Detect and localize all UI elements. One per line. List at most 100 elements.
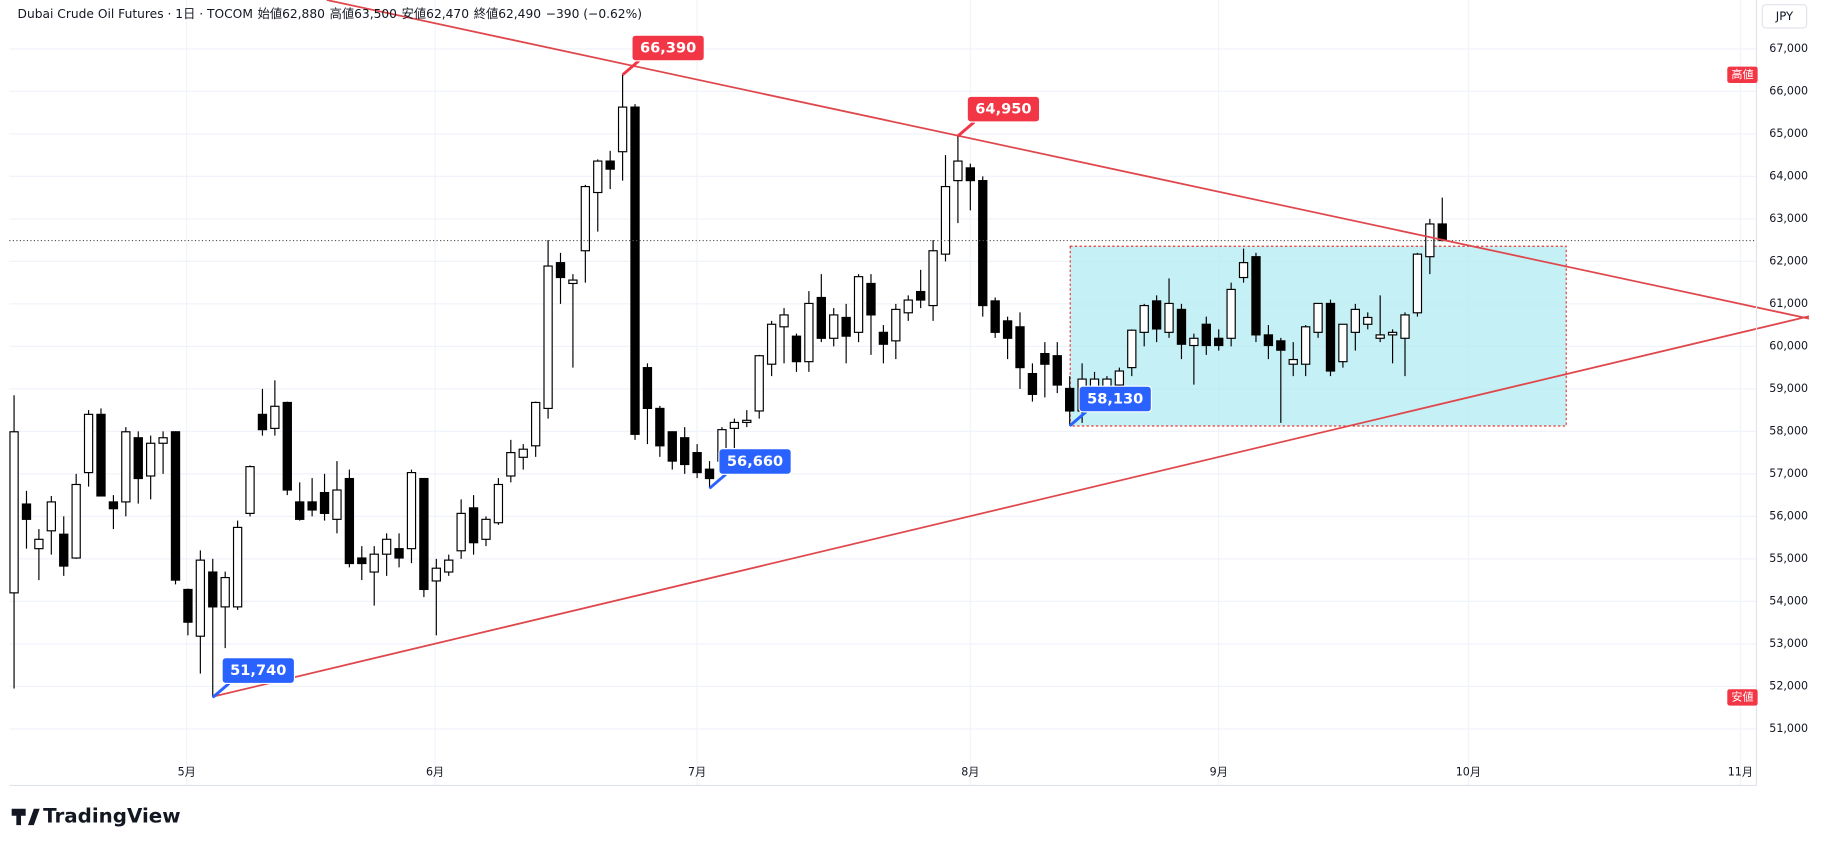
candle-up: [1400, 314, 1410, 339]
candle-down: [21, 503, 32, 520]
candle-down: [990, 300, 1000, 333]
candle-up: [829, 314, 839, 339]
candle-up: [1127, 329, 1137, 369]
candle-down: [419, 477, 429, 591]
candle-down: [1040, 353, 1050, 365]
y-tick-label: 61,000: [1769, 297, 1808, 310]
candle-down: [642, 367, 653, 409]
candle-up: [1288, 358, 1298, 365]
candle-up: [1226, 288, 1236, 339]
candle-up: [220, 576, 230, 608]
annotation-label: 56,660: [727, 453, 783, 470]
y-tick-label: 54,000: [1769, 594, 1808, 607]
candle-up: [1425, 223, 1435, 258]
candle-up: [766, 323, 777, 365]
candle-down: [394, 548, 404, 559]
y-tick-label: 55,000: [1769, 552, 1808, 565]
annotation-box: [1078, 385, 1152, 413]
candle-down: [878, 331, 889, 345]
candle-up: [1114, 370, 1125, 386]
candle-up: [1139, 304, 1149, 333]
candle-down: [357, 557, 367, 565]
candle-up: [853, 276, 864, 333]
change-stat: −390 (−0.62%): [546, 7, 642, 21]
candle-up: [232, 526, 243, 608]
candle-down: [841, 316, 851, 337]
candle-up: [1338, 323, 1348, 363]
annotations: 66,390 64,950 56,660 58,130 51,740: [211, 34, 1152, 699]
candle-up: [46, 501, 56, 532]
x-tick-label: 6月: [426, 766, 444, 779]
candle-up: [1189, 337, 1199, 347]
candle-down: [1002, 320, 1013, 339]
candle-up: [369, 553, 379, 573]
y-tick-label: 60,000: [1769, 339, 1808, 352]
candle-up: [742, 419, 752, 424]
candle-down: [59, 533, 69, 567]
candle-up: [406, 472, 417, 550]
x-tick-label: 8月: [961, 766, 979, 779]
open-stat: 始値62,880: [258, 6, 325, 21]
candle-up: [245, 466, 255, 514]
candle-down: [208, 571, 218, 608]
annotation-pointer: [708, 473, 727, 490]
high-tag-box: [1727, 66, 1758, 83]
candle-up: [195, 559, 206, 637]
candle-up: [444, 559, 454, 573]
y-tick-label: 52,000: [1769, 679, 1808, 692]
candle-up: [1412, 253, 1423, 314]
candle-up: [270, 405, 280, 429]
y-tick-label: 57,000: [1769, 467, 1808, 480]
candle-down: [791, 335, 802, 363]
candle-up: [456, 512, 466, 552]
candle-up: [580, 185, 591, 252]
candle-up: [121, 431, 131, 503]
candle-down: [605, 160, 615, 170]
candle-down: [1251, 256, 1261, 336]
annotation-box: [221, 657, 296, 684]
annotation-box: [966, 95, 1041, 123]
logo-icon: [11, 808, 40, 826]
low-tag-box: [1727, 689, 1758, 706]
candle-up: [506, 452, 516, 477]
candle-down: [295, 501, 305, 520]
candle-up: [9, 431, 19, 594]
lower-trendline: [212, 315, 1810, 698]
y-tick-label: 59,000: [1769, 382, 1808, 395]
low-tag: 安値: [1731, 689, 1753, 703]
y-tick-label: 58,000: [1769, 424, 1808, 437]
candle-down: [170, 431, 181, 581]
y-tick-label: 63,000: [1769, 212, 1808, 225]
y-tick-label: 66,000: [1769, 84, 1808, 97]
candle-up: [1313, 302, 1323, 333]
candle-down: [1015, 326, 1025, 369]
candle-up: [381, 538, 392, 555]
candle-down: [319, 491, 330, 514]
currency[interactable]: JPY: [1775, 9, 1794, 23]
y-tick-label: 51,000: [1769, 722, 1808, 735]
candle-down: [655, 407, 665, 447]
candle-down: [915, 290, 926, 301]
candle-down: [282, 401, 292, 491]
candle-down: [704, 468, 715, 480]
candle-up: [729, 421, 740, 429]
annotation-label: 58,130: [1087, 391, 1143, 408]
annotation-box: [718, 448, 792, 475]
annotation-label: 64,950: [975, 101, 1031, 118]
candle-down: [1263, 334, 1274, 347]
candle-down: [344, 477, 355, 565]
currency-box[interactable]: [1761, 4, 1808, 29]
candle-down: [1201, 323, 1211, 347]
candle-down: [96, 413, 106, 497]
candle-up: [754, 355, 764, 412]
candle-up: [1363, 316, 1373, 325]
candle-up: [891, 308, 901, 342]
header: Dubai Crude Oil Futures · 1日 · TOCOM 始値62…: [18, 6, 643, 21]
candle-down: [555, 262, 566, 279]
candle-down: [257, 413, 268, 431]
logo: TradingView: [11, 804, 181, 827]
close-stat: 終値62,490: [474, 6, 541, 21]
annotation-box: [631, 34, 705, 62]
